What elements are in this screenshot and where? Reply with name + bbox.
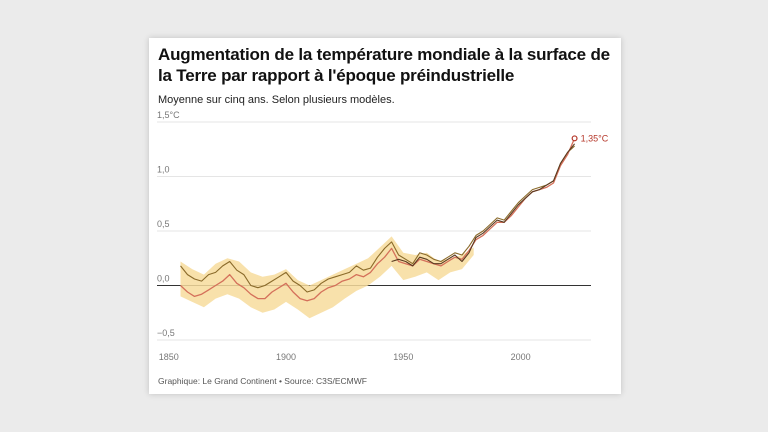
series-line-3 [391,143,576,267]
chart-footer: Graphique: Le Grand Continent • Source: … [158,376,367,386]
y-tick-label: 1,0 [157,165,170,175]
x-tick-label: 1950 [393,352,413,362]
x-tick-label: 1900 [276,352,296,362]
y-tick-label: −0,5 [157,328,175,338]
chart-title: Augmentation de la température mondiale … [158,45,610,85]
chart-subtitle: Moyenne sur cinq ans. Selon plusieurs mo… [158,94,395,106]
temperature-chart: −0,5 0,0 0,5 1,0 1,5°C 1850 1900 1950 2000 1,35°C [157,110,609,362]
end-value-label: 1,35°C [581,133,609,143]
y-tick-label: 1,5°C [157,110,180,120]
series-line-1 [180,145,575,293]
x-tick-label: 2000 [511,352,531,362]
end-marker [571,135,578,142]
series-line-2 [180,138,576,302]
x-tick-label: 1850 [159,352,179,362]
y-tick-label: 0,5 [157,219,170,229]
y-tick-label: 0,0 [157,274,170,284]
uncertainty-band [180,236,474,319]
chart-card: Augmentation de la température mondiale … [149,38,621,394]
